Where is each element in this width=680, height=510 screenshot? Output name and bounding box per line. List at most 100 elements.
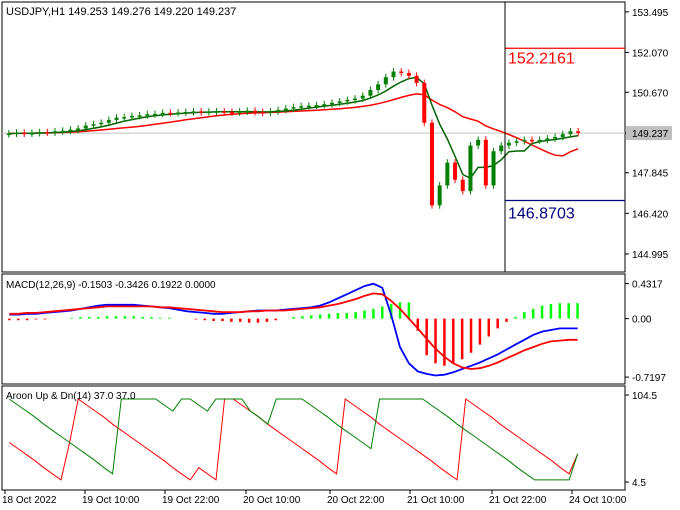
candle-body bbox=[345, 99, 350, 102]
candle-body bbox=[460, 179, 465, 192]
candle-body bbox=[253, 110, 258, 113]
candle-body bbox=[314, 105, 319, 107]
candle-body bbox=[529, 139, 534, 142]
candle-body bbox=[68, 129, 73, 132]
candle-body bbox=[476, 139, 481, 146]
price-tick-label: 150.670 bbox=[632, 88, 669, 99]
macd-tick-label: 0.4317 bbox=[632, 280, 663, 291]
candle-body bbox=[237, 111, 242, 113]
candle-body bbox=[499, 145, 504, 152]
current-price-badge bbox=[626, 126, 672, 141]
time-axis: 18 Oct 2022 19 Oct 10:00 19 Oct 22:00 20 Oc… bbox=[2, 490, 627, 506]
candle-body bbox=[6, 133, 11, 136]
candle-body bbox=[506, 142, 511, 146]
macd-panel-frame bbox=[1, 273, 626, 385]
candle-body bbox=[453, 162, 458, 180]
macd-plot bbox=[8, 282, 579, 377]
candle-body bbox=[283, 108, 288, 111]
aroon-tick-label: 104.5 bbox=[632, 391, 657, 402]
price-tick-label: 147.845 bbox=[632, 169, 669, 180]
time-tick-label: 21 Oct 22:00 bbox=[489, 495, 547, 506]
time-tick-label: 19 Oct 10:00 bbox=[82, 495, 140, 506]
candle-body bbox=[137, 115, 142, 117]
candle-body bbox=[537, 139, 542, 142]
candle-body bbox=[306, 105, 311, 108]
aroon-panel-title: Aroon Up & Dn(14) 37.0 37.0 bbox=[6, 391, 136, 402]
candle-body bbox=[545, 138, 550, 140]
candle-body bbox=[560, 134, 565, 137]
candle-body bbox=[322, 104, 327, 106]
candle-body bbox=[568, 131, 573, 135]
time-tick-label: 19 Oct 22:00 bbox=[162, 495, 220, 506]
candle-body bbox=[14, 132, 19, 135]
annotation-label: 152.2161 bbox=[508, 50, 575, 67]
candle-body bbox=[183, 111, 188, 114]
candle-body bbox=[291, 107, 296, 109]
candle-body bbox=[122, 117, 127, 119]
candle-body bbox=[76, 128, 81, 130]
candle-body bbox=[245, 110, 250, 113]
candle-body bbox=[191, 111, 196, 113]
candle-body bbox=[353, 98, 358, 101]
candle-body bbox=[383, 77, 388, 85]
aroon-panel-frame bbox=[1, 385, 626, 491]
candle-body bbox=[337, 101, 342, 103]
candle-body bbox=[168, 112, 173, 115]
aroon-y-axis: 104.5 4.5 bbox=[625, 391, 657, 489]
time-tick-label: 21 Oct 10:00 bbox=[407, 495, 465, 506]
aroon-plot bbox=[9, 398, 579, 481]
candle-body bbox=[145, 114, 150, 116]
candle-body bbox=[260, 111, 265, 114]
candle-body bbox=[406, 72, 411, 76]
price-panel-frame bbox=[1, 1, 626, 273]
price-tick-label: 146.420 bbox=[632, 209, 669, 220]
candle-body bbox=[376, 84, 381, 91]
candle-body bbox=[176, 112, 181, 115]
candle-body bbox=[399, 71, 404, 73]
candle-body bbox=[91, 124, 96, 126]
candle-body bbox=[45, 132, 50, 134]
candle-body bbox=[437, 185, 442, 206]
candle-body bbox=[83, 125, 88, 129]
candle-body bbox=[106, 119, 111, 123]
price-y-axis: 153.495 152.070 150.670 149.237 147.845 146.4… bbox=[625, 8, 672, 261]
price-tick-label: 149.237 bbox=[632, 129, 669, 140]
candle-body bbox=[229, 111, 234, 114]
macd-tick-label: 0.00 bbox=[632, 315, 652, 326]
candle-body bbox=[222, 111, 227, 113]
time-tick-label: 24 Oct 10:00 bbox=[569, 495, 627, 506]
candle-body bbox=[329, 102, 334, 105]
time-tick-label: 18 Oct 2022 bbox=[2, 495, 57, 506]
price-plot: 152.2161 146.8703 bbox=[2, 47, 625, 222]
price-tick-label: 144.995 bbox=[632, 250, 669, 261]
candle-body bbox=[276, 109, 281, 112]
macd-y-axis: 0.4317 0.00 -0.7197 bbox=[625, 280, 666, 384]
candle-body bbox=[514, 141, 519, 143]
candle-body bbox=[445, 162, 450, 186]
time-tick-label: 20 Oct 10:00 bbox=[243, 495, 301, 506]
candle-body bbox=[360, 95, 365, 99]
candle-body bbox=[576, 131, 581, 134]
candle-body bbox=[29, 133, 34, 135]
candle-body bbox=[422, 82, 427, 123]
price-panel-title: USDJPY,H1 149.253 149.276 149.220 149.23… bbox=[6, 6, 236, 18]
time-tick-label: 20 Oct 22:00 bbox=[327, 495, 385, 506]
candle-body bbox=[483, 139, 488, 186]
candle-body bbox=[491, 151, 496, 186]
candle-body bbox=[160, 112, 165, 115]
candle-body bbox=[199, 111, 204, 113]
candle-body bbox=[153, 113, 158, 116]
candle-body bbox=[129, 115, 134, 118]
candle-body bbox=[22, 132, 27, 135]
price-tick-label: 152.070 bbox=[632, 48, 669, 59]
price-tick-label: 153.495 bbox=[632, 8, 669, 19]
macd-tick-label: -0.7197 bbox=[632, 373, 666, 384]
candle-body bbox=[553, 137, 558, 139]
candle-body bbox=[53, 131, 58, 133]
candle-body bbox=[299, 106, 304, 108]
aroon-down-line bbox=[9, 398, 579, 481]
candle-body bbox=[99, 122, 104, 125]
candle-body bbox=[391, 71, 396, 78]
candle-body bbox=[429, 122, 434, 206]
